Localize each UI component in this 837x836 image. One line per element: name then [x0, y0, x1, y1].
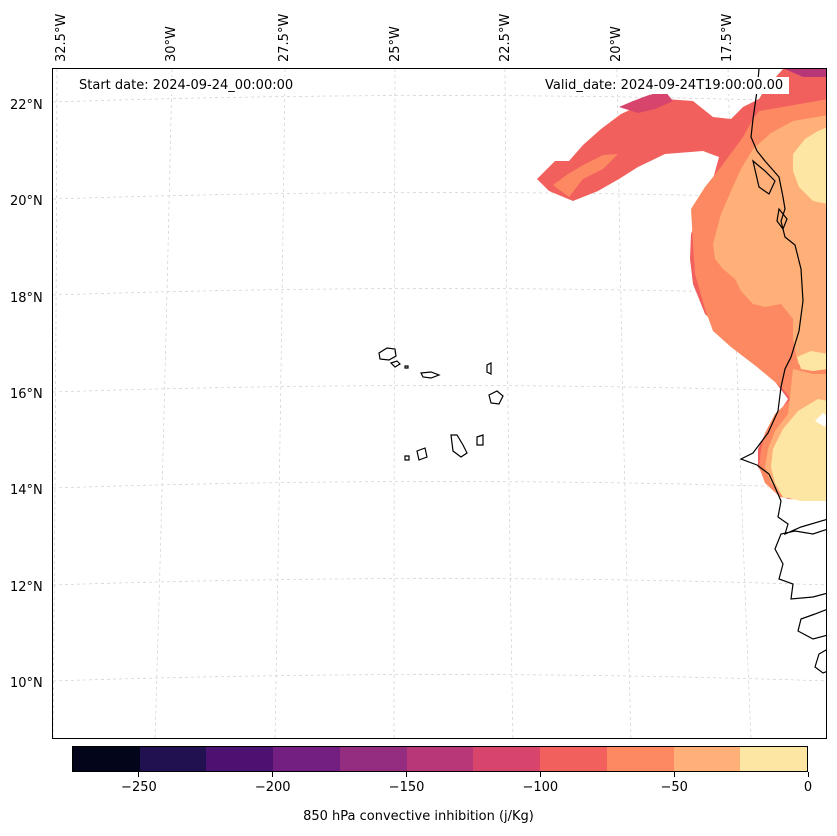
- lon-label-32-5w: 32.5°W: [54, 13, 69, 62]
- colorbar-tick: [807, 772, 809, 777]
- map-canvas: [53, 69, 826, 738]
- gridline-lat-22n: [53, 95, 826, 103]
- island-brava: [404, 455, 410, 461]
- coastlines: [378, 69, 826, 674]
- gridline-lon-22-5w: [504, 69, 514, 738]
- colorbar-segment-4: [339, 747, 407, 771]
- colorbar-segment-10: [740, 747, 808, 771]
- colorbar-tick: [406, 772, 408, 777]
- colorbar-segment-1: [139, 747, 207, 771]
- colorbar-segment-0: [73, 747, 140, 771]
- colorbar-label: 850 hPa convective inhibition (j/Kg): [303, 809, 534, 824]
- gridline-lat-16n: [53, 385, 826, 393]
- colorbar-tick: [272, 772, 274, 777]
- gridline-lon-32-5w: [53, 69, 58, 738]
- island-santa-luzia: [404, 365, 409, 369]
- gridline-lat-10n: [53, 674, 826, 682]
- colorbar-tick-label: −50: [660, 780, 688, 795]
- colorbar: [72, 746, 808, 772]
- island-santo-antao: [378, 347, 397, 361]
- island-fogo: [416, 447, 428, 461]
- contour-minus-150-to-minus-125: [785, 69, 826, 77]
- lon-label-25w: 25°W: [388, 26, 403, 62]
- gridline-lat-12n: [53, 578, 826, 586]
- colorbar-tick-label: 0: [803, 780, 813, 795]
- island-sal: [486, 362, 492, 375]
- colorbar-segment-8: [606, 747, 674, 771]
- map-panel: Start date: 2024-09-24_00:00:00 Valid_da…: [52, 68, 827, 739]
- africa-coast-detail: [752, 159, 788, 231]
- colorbar-tick-label: −100: [522, 780, 559, 795]
- lon-label-30w: 30°W: [164, 26, 179, 62]
- island-boa-vista: [488, 390, 504, 405]
- island-santiago: [450, 434, 468, 458]
- contour-minus-50-to-minus-25: [713, 115, 826, 501]
- lat-label-22n: 22°N: [10, 98, 43, 113]
- start-date-label: Start date: 2024-09-24_00:00:00: [73, 77, 300, 94]
- gridline-lon-27-5w: [274, 69, 286, 738]
- lat-label-20n: 20°N: [10, 194, 43, 209]
- island-sao-nicolau: [420, 371, 441, 379]
- lon-label-20w: 20°W: [609, 26, 624, 62]
- lon-label-27-5w: 27.5°W: [277, 13, 292, 62]
- colorbar-tick-label: −150: [388, 780, 425, 795]
- colorbar-tick: [673, 772, 675, 777]
- gridline-lon-17-5w: [727, 69, 752, 738]
- colorbar-segment-6: [473, 747, 541, 771]
- lat-label-10n: 10°N: [10, 676, 43, 691]
- colorbar-segment-5: [406, 747, 474, 771]
- lat-label-18n: 18°N: [10, 291, 43, 306]
- gridline-lon-20w: [616, 69, 632, 738]
- valid-date-label: Valid_date: 2024-09-24T19:00:00.00: [539, 77, 790, 94]
- contour-minus-125-to-minus-100: [619, 91, 673, 113]
- cin-contours: [537, 69, 826, 501]
- colorbar-tick: [539, 772, 541, 777]
- lat-label-14n: 14°N: [10, 483, 43, 498]
- colorbar-segment-9: [673, 747, 741, 771]
- colorbar-segment-2: [206, 747, 274, 771]
- lon-label-22-5w: 22.5°W: [498, 13, 513, 62]
- contour-minus-25-to-0: [771, 127, 826, 501]
- colorbar-segment-7: [540, 747, 607, 771]
- lon-label-17-5w: 17.5°W: [720, 13, 735, 62]
- island-sao-vicente: [389, 360, 401, 368]
- island-maio: [476, 434, 484, 446]
- gridline-lon-25w: [393, 69, 396, 738]
- lat-label-12n: 12°N: [10, 580, 43, 595]
- colorbar-tick-label: −250: [121, 780, 157, 795]
- gridline-lat-14n: [53, 481, 826, 489]
- gridline-lon-30w: [154, 69, 173, 738]
- gridlines: [53, 69, 826, 738]
- africa-coast: [739, 69, 826, 674]
- contour-white-gap: [815, 413, 826, 427]
- colorbar-tick: [138, 772, 140, 777]
- lat-label-16n: 16°N: [10, 387, 43, 402]
- colorbar-tick-label: −200: [254, 780, 291, 795]
- colorbar-segment-3: [273, 747, 340, 771]
